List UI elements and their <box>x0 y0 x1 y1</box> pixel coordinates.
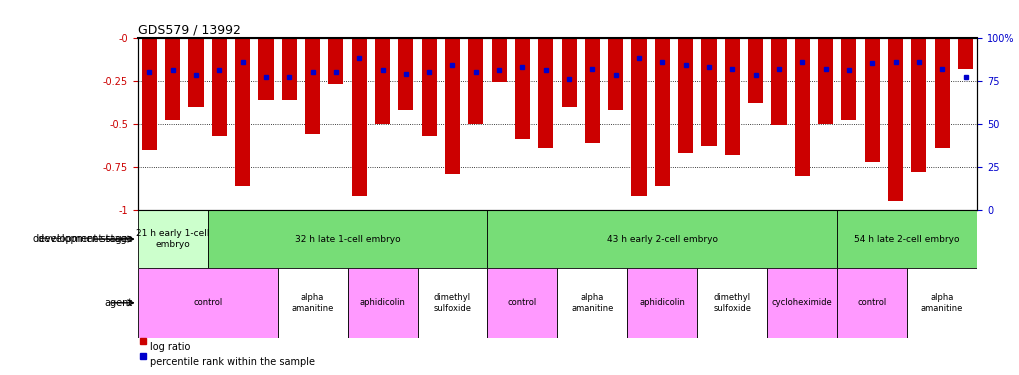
Bar <box>678 38 693 153</box>
Text: dimethyl
sulfoxide: dimethyl sulfoxide <box>712 293 751 312</box>
Bar <box>747 38 762 103</box>
Bar <box>538 38 552 148</box>
Bar <box>258 38 273 100</box>
Bar <box>515 38 530 139</box>
Bar <box>697 268 766 338</box>
Bar <box>487 268 556 338</box>
Bar <box>277 268 347 338</box>
Text: aphidicolin: aphidicolin <box>360 298 406 307</box>
Bar <box>421 38 436 136</box>
Bar <box>138 210 208 268</box>
Bar <box>770 38 786 126</box>
Bar <box>631 38 646 196</box>
Bar <box>305 38 320 134</box>
Bar <box>487 210 837 268</box>
Text: 32 h late 1-cell embryo: 32 h late 1-cell embryo <box>294 235 400 244</box>
Bar <box>864 38 879 162</box>
Bar <box>234 38 250 186</box>
Text: 21 h early 1-cell
embryο: 21 h early 1-cell embryο <box>136 230 209 249</box>
Bar <box>817 38 833 124</box>
Bar <box>138 268 277 338</box>
Text: development stage: development stage <box>38 234 132 244</box>
Bar <box>910 38 925 172</box>
Bar <box>701 38 716 146</box>
Text: dimethyl
sulfoxide: dimethyl sulfoxide <box>433 293 471 312</box>
Bar <box>375 38 389 124</box>
Bar <box>212 38 226 136</box>
Text: development stage: development stage <box>33 234 127 244</box>
Text: 43 h early 2-cell embryo: 43 h early 2-cell embryo <box>606 235 717 244</box>
Bar <box>794 38 809 176</box>
Bar <box>933 38 949 148</box>
Bar <box>468 38 483 124</box>
Text: alpha
amanitine: alpha amanitine <box>571 293 613 312</box>
Bar <box>397 38 413 110</box>
Text: control: control <box>857 298 886 307</box>
Text: 54 h late 2-cell embryo: 54 h late 2-cell embryo <box>854 235 959 244</box>
Bar <box>561 38 576 106</box>
Bar <box>208 210 487 268</box>
Bar <box>491 38 506 82</box>
Bar <box>837 268 906 338</box>
Text: agent: agent <box>104 298 132 308</box>
Bar <box>766 268 837 338</box>
Bar <box>627 268 697 338</box>
Text: percentile rank within the sample: percentile rank within the sample <box>150 357 315 367</box>
Bar <box>417 268 487 338</box>
Bar <box>556 268 627 338</box>
Bar <box>347 268 417 338</box>
Text: aphidicolin: aphidicolin <box>639 298 685 307</box>
Bar <box>189 38 204 106</box>
Bar <box>607 38 623 110</box>
Text: alpha
amanitine: alpha amanitine <box>920 293 962 312</box>
Bar <box>888 38 902 201</box>
Text: GDS579 / 13992: GDS579 / 13992 <box>138 23 240 36</box>
Text: alpha
amanitine: alpha amanitine <box>291 293 333 312</box>
Bar <box>725 38 739 155</box>
Bar <box>841 38 856 120</box>
Bar <box>654 38 669 186</box>
Bar <box>837 210 976 268</box>
Bar <box>328 38 343 84</box>
Text: control: control <box>193 298 222 307</box>
Bar <box>165 38 180 120</box>
Bar <box>444 38 460 174</box>
Bar <box>584 38 599 143</box>
Bar <box>957 38 972 69</box>
Bar <box>142 38 157 150</box>
Bar <box>281 38 297 100</box>
Bar <box>906 268 976 338</box>
Text: control: control <box>507 298 537 307</box>
Bar <box>352 38 367 196</box>
Text: cycloheximide: cycloheximide <box>771 298 832 307</box>
Text: log ratio: log ratio <box>150 342 191 352</box>
